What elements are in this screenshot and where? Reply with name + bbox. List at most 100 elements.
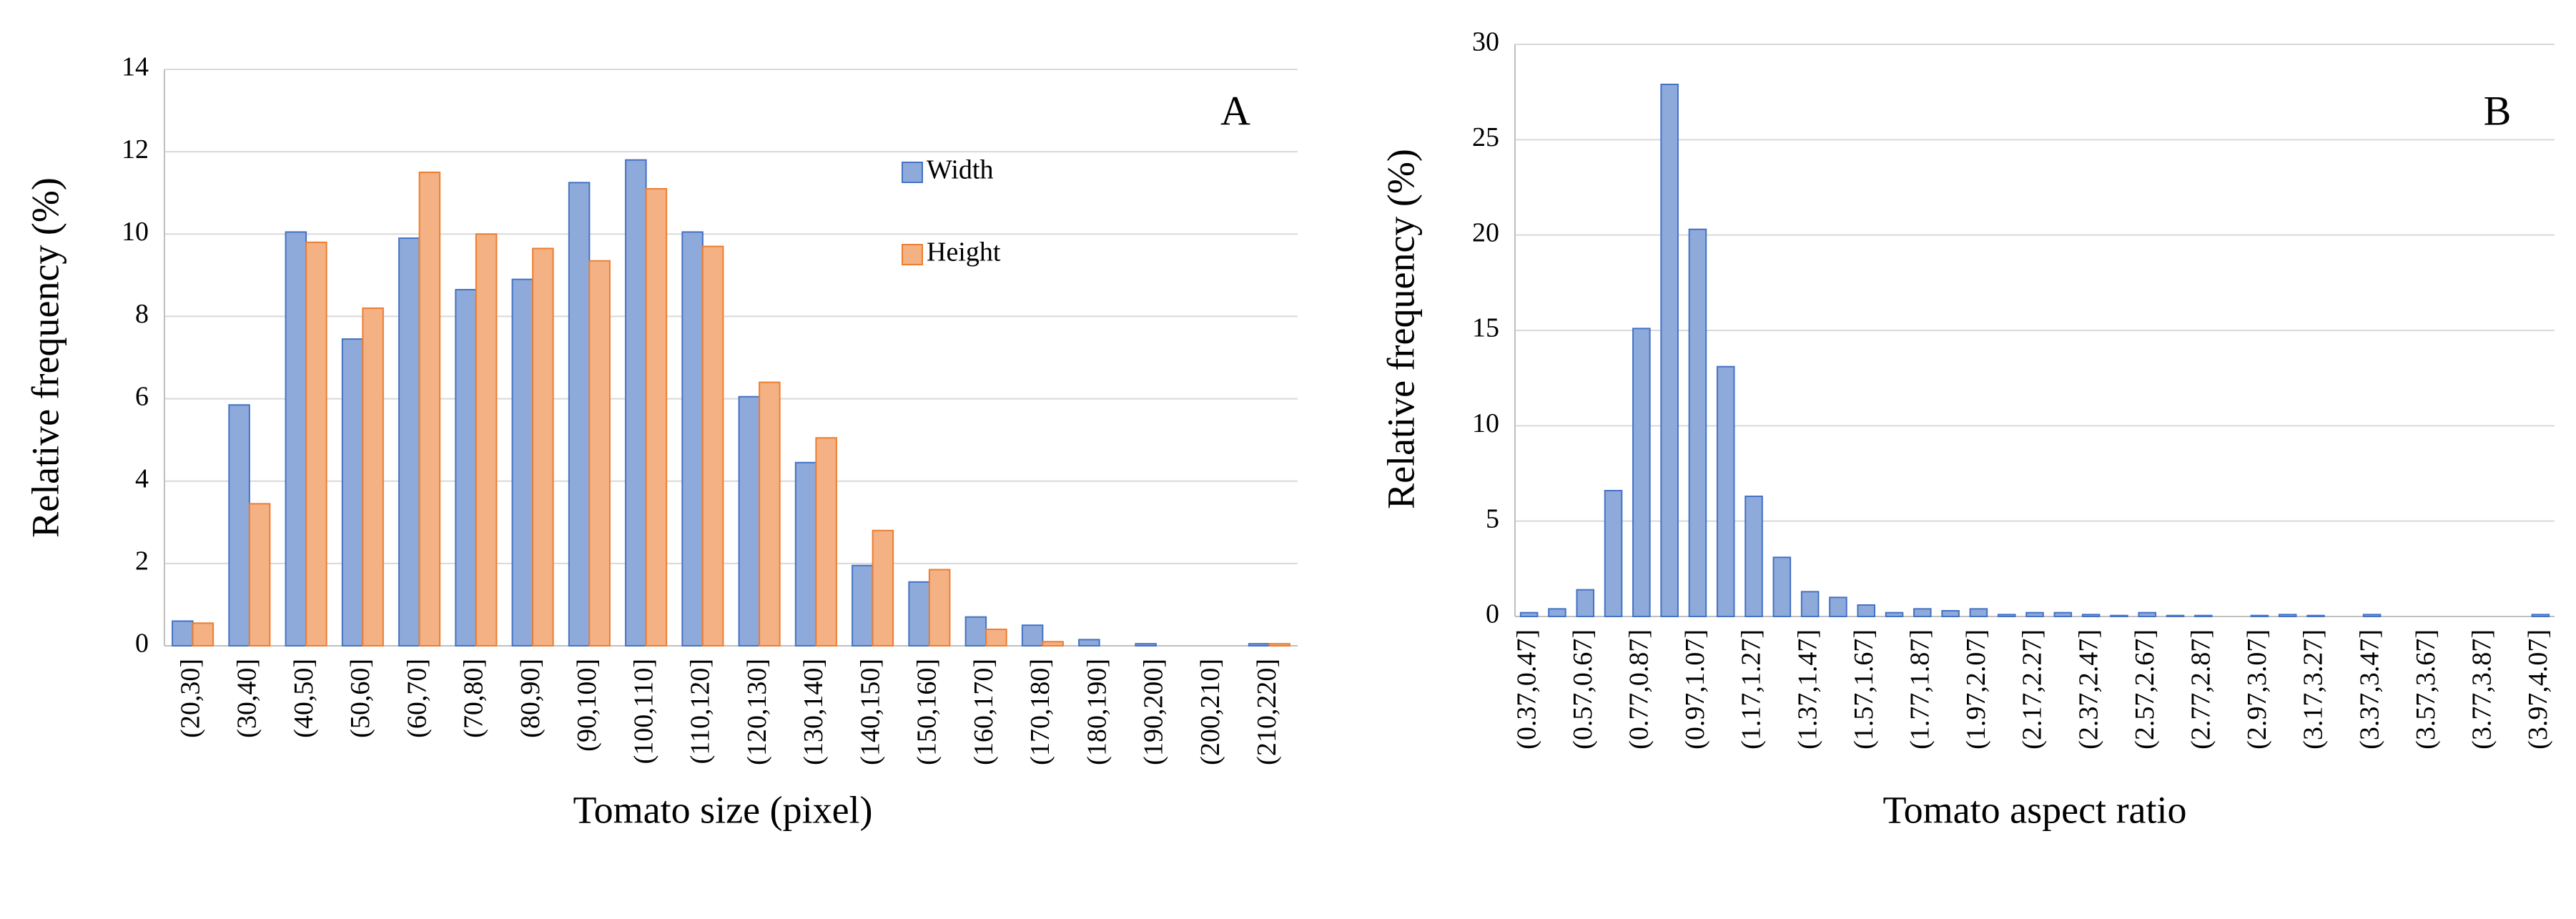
- y-tick-label: 2: [135, 546, 149, 576]
- bar: [2278, 614, 2297, 617]
- bar: [2053, 611, 2073, 618]
- x-tick-label: (80,90]: [515, 659, 546, 738]
- x-tick-label: (150,160]: [912, 659, 942, 765]
- x-tick-label: (140,150]: [855, 659, 885, 765]
- bar: [738, 395, 761, 647]
- panel-label: A: [1220, 87, 1250, 134]
- bar: [1857, 604, 1876, 617]
- x-tick-label: (130,140]: [799, 659, 829, 765]
- x-tick-label: (3.77,3.87]: [2467, 629, 2497, 750]
- bar: [1268, 643, 1291, 647]
- x-tick-label: (60,70]: [402, 659, 432, 738]
- x-tick-label: (1.97,2.07]: [1961, 629, 1991, 750]
- bar: [588, 260, 611, 647]
- bar: [1885, 611, 1904, 618]
- x-tick-label: (1.37,1.47]: [1792, 629, 1822, 750]
- y-tick-label: 25: [1472, 122, 1499, 152]
- bar: [248, 503, 271, 647]
- x-tick-label: (0.37,0.47]: [1511, 629, 1541, 750]
- x-tick-label: (190,200]: [1139, 659, 1169, 765]
- legend-label: Height: [927, 237, 1001, 267]
- bar: [1548, 608, 1566, 617]
- bar: [475, 233, 498, 647]
- bar: [1660, 84, 1679, 617]
- y-tick-label: 5: [1486, 503, 1499, 534]
- y-axis-title: Relative frequency (%): [24, 177, 66, 538]
- y-tick-label: 30: [1472, 27, 1499, 57]
- bar: [1135, 643, 1157, 647]
- legend-swatch: [902, 244, 923, 265]
- x-tick-label: (2.17,2.27]: [2018, 629, 2048, 750]
- bar: [2362, 614, 2382, 617]
- x-tick-label: (90,100]: [572, 659, 602, 752]
- bar: [1969, 608, 1988, 617]
- bar: [341, 338, 364, 647]
- y-tick-label: 8: [135, 299, 149, 329]
- x-tick-label: (30,40]: [232, 659, 262, 738]
- bar: [852, 564, 874, 647]
- x-tick-label: (3.57,3.67]: [2411, 629, 2441, 750]
- bar: [1800, 591, 1820, 617]
- bar: [1078, 639, 1100, 647]
- x-tick-label: (2.97,3.07]: [2242, 629, 2272, 750]
- x-tick-label: (2.37,2.47]: [2073, 629, 2103, 750]
- x-axis-title: Tomato aspect ratio: [1882, 788, 2186, 831]
- x-tick-label: (3.17,3.27]: [2299, 629, 2329, 750]
- x-tick-label: (200,210]: [1195, 659, 1225, 765]
- x-tick-label: (180,190]: [1082, 659, 1112, 765]
- x-tick-label: (1.57,1.67]: [1849, 629, 1879, 750]
- y-tick-label: 0: [1486, 599, 1499, 629]
- bar: [1745, 496, 1763, 617]
- bar: [964, 616, 987, 647]
- x-tick-label: (110,120]: [686, 659, 716, 764]
- bar: [794, 461, 817, 647]
- x-tick-label: (160,170]: [969, 659, 999, 765]
- x-tick-label: (1.77,1.87]: [1905, 629, 1935, 750]
- y-tick-label: 10: [122, 217, 149, 247]
- y-axis-title: Relative frequency (%): [1379, 149, 1422, 509]
- bar: [511, 278, 534, 647]
- bar: [172, 620, 194, 647]
- x-tick-label: (210,220]: [1252, 659, 1282, 765]
- bar: [759, 381, 781, 647]
- bar: [2531, 614, 2550, 617]
- bar: [1997, 614, 2016, 617]
- bar: [1604, 490, 1623, 617]
- bar: [285, 231, 307, 647]
- x-tick-label: (2.57,2.67]: [2130, 629, 2160, 750]
- bar: [1021, 624, 1044, 647]
- x-tick-label: (50,60]: [345, 659, 375, 738]
- bar: [872, 529, 894, 647]
- bar: [2081, 614, 2101, 617]
- x-axis-title: Tomato size (pixel): [573, 788, 872, 831]
- y-tick-label: 12: [122, 134, 149, 164]
- y-tick-label: 10: [1472, 408, 1499, 438]
- bar: [192, 622, 214, 647]
- bar: [1716, 365, 1735, 618]
- bar: [532, 247, 554, 647]
- x-tick-label: (2.77,2.87]: [2186, 629, 2216, 750]
- bar: [2138, 611, 2156, 618]
- bar: [645, 187, 668, 647]
- bar: [1576, 589, 1595, 618]
- x-tick-label: (100,110]: [628, 659, 658, 764]
- bar: [681, 231, 704, 647]
- legend-label: Width: [927, 155, 993, 185]
- x-tick-label: (3.37,3.47]: [2354, 629, 2384, 750]
- x-tick-label: (20,30]: [175, 659, 205, 738]
- x-tick-label: (0.97,1.07]: [1680, 629, 1710, 750]
- y-tick-label: 4: [135, 463, 149, 493]
- bar: [1941, 610, 1960, 617]
- bar: [1248, 643, 1270, 647]
- panel-label: B: [2484, 87, 2512, 134]
- x-tick-label: (1.17,1.27]: [1737, 629, 1767, 750]
- x-tick-label: (170,180]: [1025, 659, 1055, 765]
- bar: [985, 628, 1007, 647]
- x-tick-label: (3.97,4.07]: [2523, 629, 2553, 750]
- bar: [418, 171, 441, 647]
- x-tick-label: (120,130]: [742, 659, 772, 765]
- y-tick-label: 20: [1472, 217, 1499, 247]
- bar: [568, 182, 591, 647]
- bar: [1913, 608, 1932, 617]
